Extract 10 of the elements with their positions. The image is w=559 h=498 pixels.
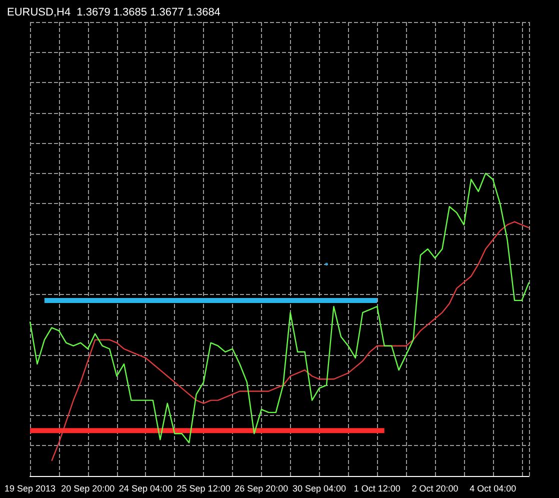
x-tick-label: 24 Sep 04:00 [118, 484, 172, 494]
x-tick-label: 30 Sep 04:00 [292, 484, 346, 494]
x-tick-label: 1 Oct 12:00 [354, 484, 400, 494]
x-tick-label: 26 Sep 20:00 [234, 484, 288, 494]
x-tick-label: 20 Sep 20:00 [61, 484, 115, 494]
x-tick-label: 2 Oct 20:00 [412, 484, 458, 494]
x-tick-label: 19 Sep 2013 [4, 484, 56, 494]
x-tick-label: 25 Sep 12:00 [176, 484, 230, 494]
chart-title: EURUSD,H4 1.3679 1.3685 1.3677 1.3684 [7, 6, 220, 18]
x-tick-label: 4 Oct 04:00 [470, 484, 516, 494]
